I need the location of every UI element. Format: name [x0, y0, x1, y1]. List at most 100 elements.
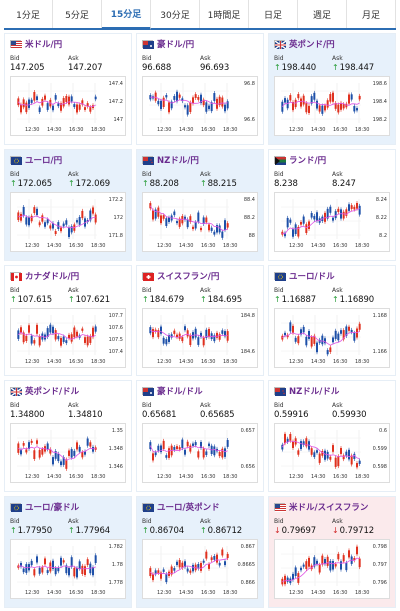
- rate-card[interactable]: ユーロ/円 Bid Ask ↑172.065 ↑172.069 172.2 172 171.8…: [4, 148, 132, 261]
- pair-title[interactable]: ランド/円: [274, 153, 390, 167]
- tab-2[interactable]: 5分足: [53, 0, 102, 28]
- pair-title[interactable]: ユーロ/円: [10, 153, 126, 167]
- candle: [310, 565, 313, 570]
- candlestick-chart[interactable]: 107.7 107.6 107.5 107.4 12:30 14:30 16:30 18:30: [10, 307, 126, 368]
- candle: [224, 330, 226, 336]
- pair-title[interactable]: カナダドル/円: [10, 269, 126, 283]
- tab-3[interactable]: 15分足: [102, 0, 151, 30]
- candle: [210, 332, 213, 339]
- bid-price: 184.679: [149, 294, 185, 305]
- pair-title[interactable]: NZドル/円: [142, 153, 258, 167]
- pair-title[interactable]: NZドル/ドル: [274, 384, 390, 398]
- candlestick-chart[interactable]: 1.168 1.166 12:30 14:30 16:30 18:30: [274, 307, 390, 368]
- candle: [308, 330, 310, 339]
- rate-card[interactable]: ユーロ/英ポンド Bid Ask ↑0.86704 ↑0.86712 0.867 0.866…: [136, 496, 264, 608]
- ask-label: Ask: [332, 55, 343, 62]
- arrow-up-icon: ↑: [142, 526, 149, 536]
- rate-card[interactable]: 豪ドル/円 Bid Ask 96.688 96.693 96.8 96.6 12:30 14:3…: [136, 33, 264, 145]
- y-tick-label: 96.8: [243, 81, 255, 87]
- y-tick-label: 88.4: [243, 196, 255, 203]
- rate-card[interactable]: スイスフラン/円 Bid Ask ↑184.679 ↑184.695 184.8 184.6…: [136, 264, 264, 377]
- moving-average-line: [150, 96, 228, 105]
- rate-card[interactable]: 米ドル/スイスフラン Bid Ask ↓0.79697 ↓0.79712 0.798 0.7…: [268, 496, 396, 608]
- pair-title[interactable]: ユーロ/豪ドル: [10, 500, 126, 514]
- pair-title[interactable]: 豪ドル/円: [142, 37, 258, 51]
- pair-title[interactable]: 米ドル/円: [10, 37, 126, 51]
- pair-title[interactable]: スイスフラン/円: [142, 269, 258, 283]
- tab-4[interactable]: 30分足: [151, 0, 200, 28]
- tab-5[interactable]: 1時間足: [200, 0, 249, 28]
- bid-label: Bid: [274, 518, 284, 526]
- ask-price: 184.695: [207, 294, 243, 305]
- x-tick-label: 14:30: [179, 474, 194, 481]
- y-tick-label: 0.6: [379, 428, 387, 435]
- pair-title[interactable]: ユーロ/ドル: [274, 269, 390, 283]
- candle: [81, 210, 84, 218]
- pair-title[interactable]: 英ポンド/ドル: [10, 384, 126, 398]
- candlestick-chart[interactable]: 8.24 8.22 8.2 12:30 14:30 16:30 18:30: [274, 191, 390, 252]
- x-tick-label: 14:30: [311, 590, 326, 597]
- candlestick-chart[interactable]: 88.4 88.2 88 12:30 14:30 16:30 18:30: [142, 191, 258, 252]
- rate-card[interactable]: ランド/円 Bid Ask 8.238 8.247 8.24 8.22 8.2 12:30 14:…: [268, 148, 396, 261]
- bid-label: Bid: [10, 286, 20, 294]
- rate-card[interactable]: ユーロ/ドル Bid Ask ↑1.16887 ↑1.16890 1.168 1.166 12…: [268, 264, 396, 377]
- candle: [170, 101, 173, 109]
- pair-name: ランド/円: [289, 155, 327, 166]
- candlestick-chart[interactable]: 0.6 0.599 0.598 12:30 14:30 16:30 18:30: [274, 423, 390, 484]
- candlestick-chart[interactable]: 198.6 198.4 198.2 12:30 14:30 16:30 18:30: [274, 76, 390, 136]
- rate-card[interactable]: NZドル/円 Bid Ask ↑88.208 ↑88.215 88.4 88.2 88 12:3…: [136, 148, 264, 261]
- x-tick-label: 18:30: [91, 474, 106, 481]
- rate-card[interactable]: ユーロ/豪ドル Bid Ask ↑1.77950 ↑1.77964 1.782 1.78 1.…: [4, 496, 132, 608]
- pair-name: ユーロ/豪ドル: [25, 503, 80, 514]
- candle: [152, 210, 154, 220]
- candle: [186, 105, 189, 115]
- candle: [86, 336, 89, 345]
- nz-flag-icon: [142, 155, 154, 165]
- candle: [324, 337, 326, 343]
- tab-6[interactable]: 日足: [249, 0, 298, 28]
- tab-1[interactable]: 1分足: [4, 0, 53, 28]
- candle: [348, 94, 350, 104]
- bid-ask-prices: ↑184.679 ↑184.695: [142, 295, 258, 306]
- rate-card[interactable]: 米ドル/円 Bid Ask 147.205 147.207 147.4 147.2 147 12…: [4, 33, 132, 145]
- candlestick-chart[interactable]: 172.2 172 171.8 12:30 14:30 16:30 18:30: [10, 191, 126, 252]
- candlestick-chart[interactable]: 184.8 184.6 12:30 14:30 16:30 18:30: [142, 307, 258, 368]
- bid-ask-prices: 8.238 8.247: [274, 179, 390, 190]
- pair-title[interactable]: 米ドル/スイスフラン: [274, 500, 390, 514]
- candle: [70, 333, 73, 342]
- x-tick-label: 18:30: [355, 474, 370, 481]
- candle: [345, 103, 348, 108]
- rate-card[interactable]: 豪ドル/ドル Bid Ask 0.65681 0.65685 0.657 0.656 12:3…: [136, 380, 264, 493]
- x-tick-label: 12:30: [289, 358, 304, 365]
- candlestick-chart[interactable]: 0.657 0.656 12:30 14:30 16:30 18:30: [142, 423, 258, 484]
- tab-7[interactable]: 週足: [298, 0, 347, 28]
- candle: [181, 98, 184, 102]
- rate-card[interactable]: カナダドル/円 Bid Ask ↑107.615 ↑107.621 107.7 107.6 1…: [4, 264, 132, 377]
- candle: [297, 450, 300, 456]
- pair-title[interactable]: ユーロ/英ポンド: [142, 500, 258, 514]
- rate-card[interactable]: 英ポンド/円 Bid Ask ↑198.440 ↑198.447 198.6 198.4 19…: [268, 33, 396, 145]
- candlestick-chart[interactable]: 1.782 1.78 1.778 12:30 14:30 16:30 18:30: [10, 539, 126, 600]
- candlestick-chart[interactable]: 96.8 96.6 12:30 14:30 16:30 18:30: [142, 76, 258, 136]
- candlestick-chart[interactable]: 147.4 147.2 147 12:30 14:30 16:30 18:30: [10, 76, 126, 136]
- tab-8[interactable]: 月足: [347, 0, 396, 28]
- candle: [184, 561, 186, 568]
- candlestick-chart[interactable]: 0.798 0.797 0.796 12:30 14:30 16:30 18:30: [274, 539, 390, 600]
- candle: [41, 567, 44, 573]
- pair-title[interactable]: 英ポンド/円: [274, 37, 390, 51]
- candle: [292, 441, 294, 449]
- arrow-up-icon: ↑: [142, 178, 149, 188]
- rate-card[interactable]: NZドル/ドル Bid Ask 0.59916 0.59930 0.6 0.599 0.598…: [268, 380, 396, 493]
- candlestick-chart[interactable]: 1.35 1.348 1.346 12:30 14:30 16:30 18:30: [10, 423, 126, 484]
- pair-title[interactable]: 豪ドル/ドル: [142, 384, 258, 398]
- candlestick-chart[interactable]: 0.867 0.8665 0.866 12:30 14:30 16:30 18:30: [142, 539, 258, 600]
- za-flag-icon: [274, 155, 286, 165]
- y-tick-label: 0.8665: [237, 562, 256, 569]
- candle: [310, 96, 313, 104]
- rate-card[interactable]: 英ポンド/ドル Bid Ask 1.34800 1.34810 1.35 1.348 1.34…: [4, 380, 132, 493]
- y-tick-label: 198.4: [372, 99, 387, 105]
- candle: [300, 441, 302, 450]
- candle: [197, 564, 200, 569]
- x-tick-label: 18:30: [91, 358, 106, 365]
- nz-flag-icon: [274, 387, 286, 397]
